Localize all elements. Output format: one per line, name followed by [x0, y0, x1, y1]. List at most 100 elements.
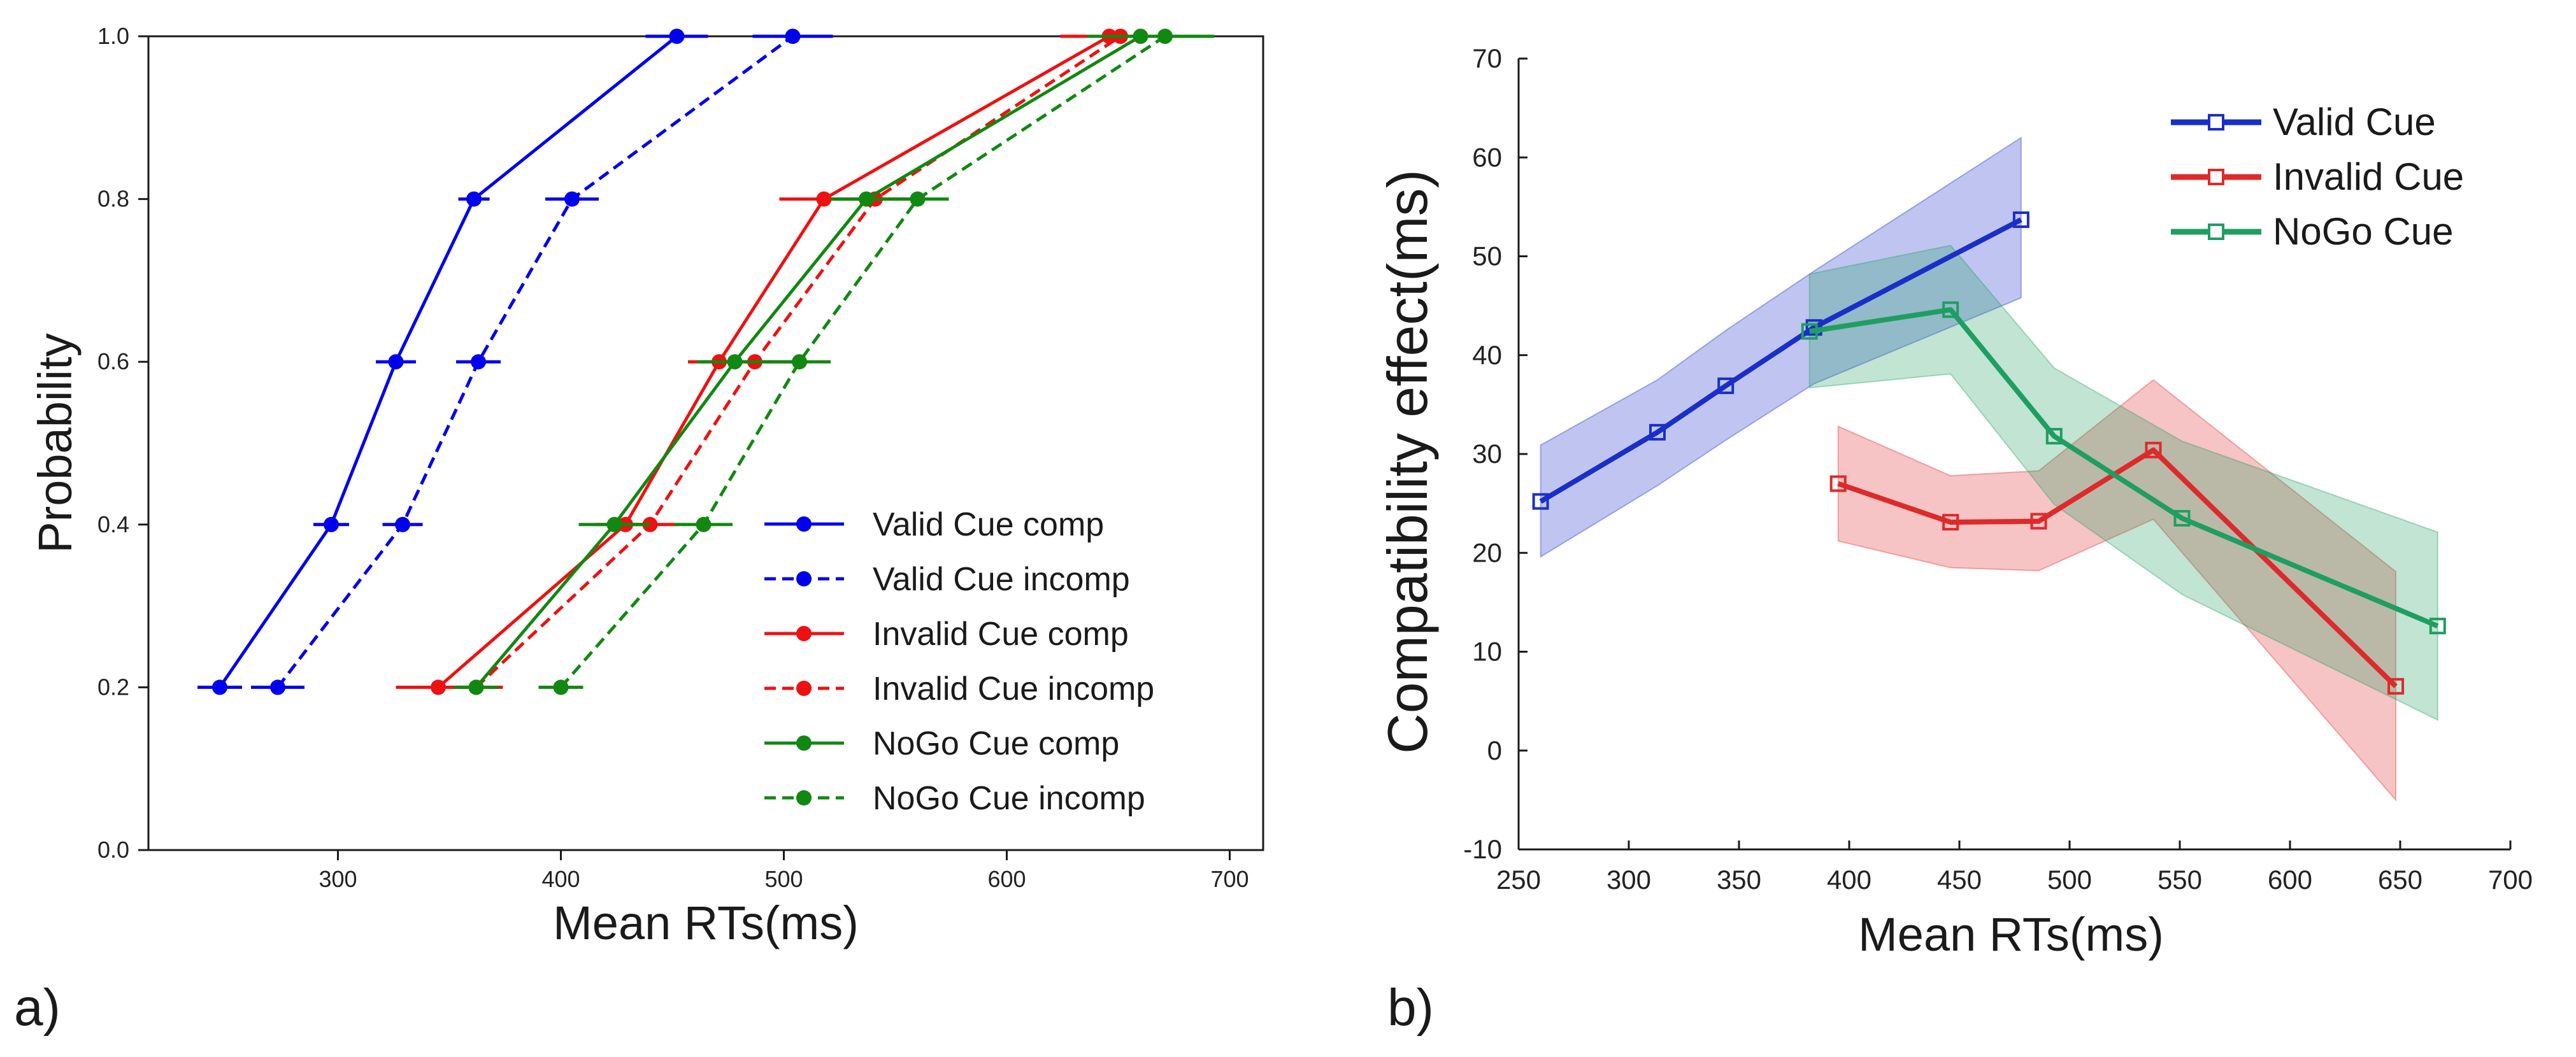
chart-b-x-tick-label: 500 — [2047, 865, 2092, 895]
chart-b-y-tick-label: 70 — [1472, 43, 1502, 73]
chart-b-legend-label: Valid Cue — [2273, 101, 2436, 143]
panel-a-label: a) — [14, 979, 61, 1037]
chart-a-data-point — [727, 354, 743, 370]
chart-a-legend-label: NoGo Cue comp — [873, 725, 1119, 762]
chart-a-data-point — [1157, 29, 1173, 44]
chart-a-line-nogo-cue-incomp — [559, 34, 1166, 689]
chart-b-data-point — [2030, 513, 2047, 530]
chart-b-legend: Valid Cue Invalid Cue NoGo Cue — [2171, 101, 2464, 253]
chart-b-ticks: 250 300 350 400 450 500 550 600 650 700 -10 0 10 20 30… — [1463, 43, 2533, 895]
chart-b-legend-swatch-marker — [2208, 223, 2224, 240]
chart-a-legend-item: Valid Cue incomp — [764, 561, 1130, 598]
chart-a-data-point — [564, 191, 580, 207]
chart-a-legend: Valid Cue comp Valid Cue incomp Invalid Cu… — [764, 506, 1154, 817]
chart-b-line-invalid-cue — [1837, 447, 2398, 688]
chart-b-x-tick-label: 600 — [2268, 865, 2312, 895]
chart-b-legend-label: Invalid Cue — [2273, 155, 2464, 198]
chart-b-data-point — [1942, 514, 1959, 531]
chart-a-legend-swatch-marker — [796, 790, 812, 805]
chart-a-series-valid-cue-comp — [197, 29, 708, 695]
chart-a-y-tick-label: 1.0 — [97, 23, 129, 49]
chart-a-data-point — [910, 191, 926, 207]
chart-b-y-tick-label: 10 — [1472, 637, 1502, 667]
chart-a-ticks: 300 400 500 600 700 0.0 0.2 0.4 0.6 0.8 1.0 — [97, 23, 1249, 892]
chart-b-data-point — [1942, 301, 1959, 318]
chart-a-data-point — [466, 191, 482, 207]
chart-b-x-tick-label: 300 — [1606, 865, 1651, 895]
chart-a-data-point — [270, 679, 285, 695]
chart-a-y-tick-label: 0.4 — [97, 511, 129, 537]
chart-b-y-tick-label: -10 — [1463, 834, 1502, 864]
chart-a-legend-swatch-marker — [796, 626, 812, 641]
chart-a-line-valid-cue-comp — [218, 35, 678, 688]
chart-a-y-tick-label: 0.0 — [97, 837, 129, 863]
chart-a-data-point — [859, 191, 874, 207]
chart-b-series-valid-cue — [1532, 211, 2029, 510]
chart-b-y-tick-label: 50 — [1472, 241, 1502, 271]
chart-b-x-tick-label: 400 — [1827, 865, 1871, 895]
chart-b-x-tick-label: 700 — [2488, 865, 2533, 895]
chart-a-legend-item: Invalid Cue comp — [764, 616, 1129, 653]
chart-b-data-point — [1829, 475, 1847, 492]
chart-b-data-point — [2173, 509, 2191, 527]
chart-b-x-tick-label: 650 — [2378, 865, 2422, 895]
chart-a-y-tick-label: 0.2 — [97, 674, 129, 700]
chart-b-data-point — [2145, 441, 2162, 458]
chart-b-y-tick-label: 20 — [1472, 537, 1502, 567]
chart-a-legend-item: Invalid Cue incomp — [764, 670, 1154, 707]
chart-a-data-point — [785, 29, 801, 44]
chart-b-series — [1532, 211, 2446, 695]
chart-b-data-point — [1649, 423, 1666, 441]
chart-a-series-valid-cue-incomp — [251, 29, 833, 695]
chart-b-x-tick-label: 550 — [2157, 865, 2202, 895]
chart-a-legend-swatch-marker — [796, 681, 812, 696]
panel-b-label: b) — [1387, 979, 1434, 1037]
chart-b-x-tick-label: 450 — [1937, 865, 1982, 895]
chart-a-data-point — [669, 29, 685, 44]
chart-a-data-point — [792, 354, 807, 370]
chart-a-legend-item: Valid Cue comp — [764, 506, 1104, 543]
chart-b-y-tick-label: 0 — [1487, 735, 1502, 765]
chart-b-data-point — [2429, 618, 2446, 635]
chart-b-x-axis-label: Mean RTs(ms) — [1858, 908, 2164, 961]
chart-b: 250 300 350 400 450 500 550 600 650 700 -10 0 10 20 30… — [1376, 43, 2533, 1037]
chart-a: 300 400 500 600 700 0.0 0.2 0.4 0.6 0.8 1.0 Valid … — [14, 23, 1264, 1037]
chart-a-y-tick-label: 0.6 — [97, 348, 129, 374]
chart-b-y-tick-label: 30 — [1472, 439, 1502, 469]
chart-b-legend-swatch-marker — [2208, 114, 2224, 131]
chart-b-legend-swatch-marker — [2208, 169, 2224, 185]
chart-a-legend-item: NoGo Cue incomp — [764, 780, 1145, 817]
chart-a-data-point — [388, 354, 404, 370]
chart-a-x-tick-label: 300 — [318, 866, 357, 892]
chart-a-legend-label: Invalid Cue comp — [873, 616, 1129, 653]
chart-a-legend-label: Invalid Cue incomp — [873, 670, 1154, 707]
chart-b-legend-label: NoGo Cue — [2273, 210, 2453, 253]
chart-a-x-tick-label: 400 — [541, 866, 580, 892]
chart-a-x-tick-label: 600 — [987, 866, 1026, 892]
chart-a-data-point — [606, 516, 622, 532]
chart-a-legend-item: NoGo Cue comp — [764, 725, 1119, 762]
chart-a-data-point — [468, 679, 484, 695]
chart-a-x-tick-label: 700 — [1210, 866, 1249, 892]
chart-b-legend-item: NoGo Cue — [2171, 210, 2453, 253]
chart-b-series-nogo-cue — [1801, 301, 2446, 635]
chart-b-data-point — [2045, 428, 2063, 445]
chart-a-legend-swatch-marker — [796, 735, 812, 751]
chart-a-legend-swatch-marker — [796, 516, 812, 532]
chart-a-series-nogo-cue-incomp — [538, 29, 1214, 695]
chart-b-line-valid-cue — [1539, 217, 2022, 504]
chart-b-x-tick-label: 350 — [1717, 865, 1761, 895]
chart-a-x-tick-label: 500 — [764, 866, 803, 892]
chart-b-line-nogo-cue — [1809, 307, 2439, 628]
chart-b-legend-item: Valid Cue — [2171, 101, 2436, 143]
chart-b-y-tick-label: 40 — [1472, 340, 1502, 370]
chart-b-y-tick-label: 60 — [1472, 142, 1502, 172]
chart-b-band-invalid-cue — [1837, 379, 2397, 802]
chart-b-data-point — [2012, 211, 2029, 229]
chart-a-data-point — [696, 516, 712, 532]
chart-a-series — [197, 29, 1214, 695]
chart-b-x-tick-label: 250 — [1496, 865, 1541, 895]
chart-b-series-invalid-cue — [1829, 441, 2405, 695]
chart-b-data-point — [1532, 493, 1549, 510]
